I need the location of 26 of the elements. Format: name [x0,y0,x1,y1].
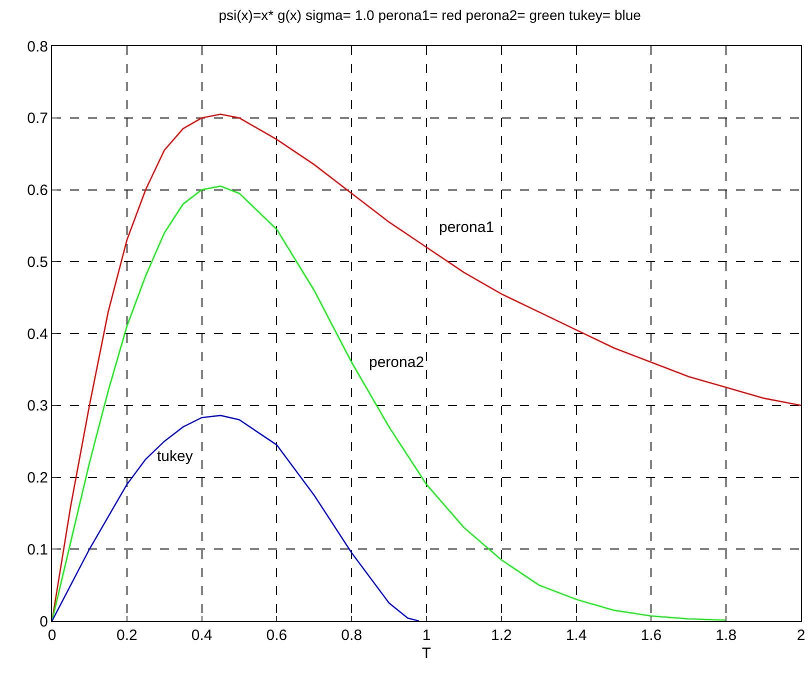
x-tick-label: 0.8 [341,627,362,644]
x-tick-label: 1.6 [640,627,662,644]
y-tick-label: 0.7 [27,110,48,128]
x-tick-label: 0.2 [116,627,138,644]
x-tick-label: 0.6 [266,627,288,644]
y-tick-label: 0.5 [27,254,48,271]
y-tick-label: 0.6 [27,182,48,199]
series-label: tukey [157,448,194,465]
y-tick-label: 0.8 [27,38,48,56]
x-axis-title: T [422,645,432,662]
line-series [52,414,420,621]
x-tick-label: 1 [422,627,431,644]
y-tick-label: 0.2 [27,470,48,486]
y-tick-label: 0.3 [27,398,48,415]
x-tick-label: 1.4 [566,627,587,644]
series-label: perona1 [439,219,494,236]
x-tick-label: 2 [796,627,806,644]
chart-title: psi(x)=x* g(x) sigma= 1.0 perona1= red perona2= green tukey= blue [218,6,642,23]
x-tick-label: 1.8 [716,627,737,644]
line-series [52,186,727,621]
x-tick-label: 0.4 [191,627,212,644]
y-tick-label: 0 [40,613,48,630]
y-tick-label: 0.1 [27,541,48,558]
y-tick-label: 0.4 [27,326,48,343]
x-tick-label: 1.2 [490,627,512,644]
series-label: perona2 [369,354,424,371]
